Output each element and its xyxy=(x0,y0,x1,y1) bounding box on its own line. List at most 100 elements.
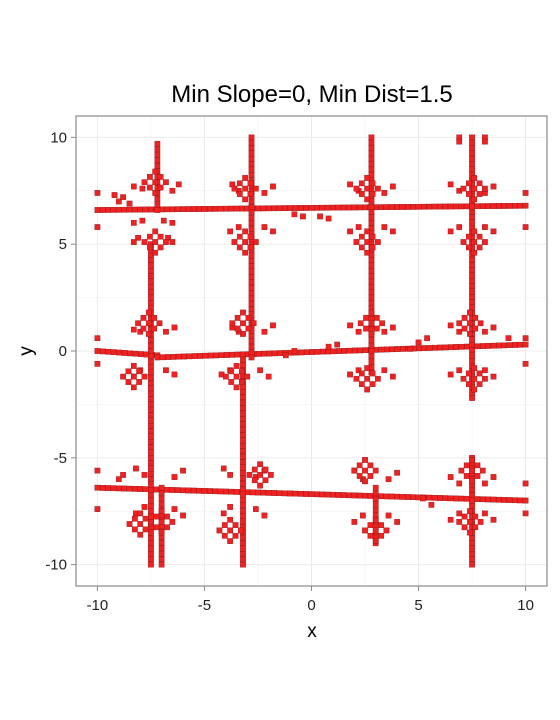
data-point xyxy=(367,473,374,479)
data-point xyxy=(469,357,475,364)
data-point xyxy=(390,183,396,190)
data-point xyxy=(479,496,486,503)
data-point xyxy=(115,206,122,213)
data-point xyxy=(442,203,449,210)
data-point xyxy=(159,354,166,361)
data-point xyxy=(276,490,283,497)
data-point xyxy=(255,489,261,496)
data-point xyxy=(240,480,246,487)
data-point xyxy=(362,204,368,211)
data-point xyxy=(347,181,353,188)
data-point xyxy=(485,203,491,209)
data-point xyxy=(469,214,475,220)
data-point xyxy=(261,224,268,230)
data-point xyxy=(469,161,475,167)
data-point xyxy=(364,249,371,256)
data-point xyxy=(154,354,161,361)
data-point xyxy=(378,532,384,539)
data-point xyxy=(363,315,369,321)
data-point xyxy=(239,351,246,358)
data-point xyxy=(458,467,465,474)
data-point xyxy=(368,358,375,365)
data-point xyxy=(266,350,273,357)
data-point xyxy=(469,545,475,552)
data-point xyxy=(426,203,433,210)
data-point xyxy=(147,174,153,180)
data-point xyxy=(369,244,376,251)
data-point xyxy=(135,234,141,241)
data-point xyxy=(485,496,491,503)
data-point xyxy=(148,422,154,429)
data-point xyxy=(351,347,358,354)
data-point xyxy=(110,206,117,213)
data-point xyxy=(456,138,463,145)
data-point xyxy=(164,486,170,493)
data-point xyxy=(231,185,238,192)
data-point xyxy=(236,233,243,240)
data-point xyxy=(152,168,159,175)
data-point xyxy=(240,550,246,557)
data-point xyxy=(456,224,463,230)
data-point xyxy=(469,561,475,568)
data-point xyxy=(353,239,360,245)
data-point xyxy=(171,506,178,512)
data-point xyxy=(358,233,365,240)
data-point xyxy=(390,324,396,331)
data-point xyxy=(346,204,352,211)
data-point xyxy=(196,487,202,494)
data-point xyxy=(147,233,153,240)
data-point xyxy=(399,346,406,352)
data-point xyxy=(356,462,363,469)
data-point xyxy=(368,342,375,349)
data-point xyxy=(158,501,165,508)
data-point xyxy=(364,239,371,245)
data-point xyxy=(469,540,475,547)
data-point xyxy=(460,239,467,245)
data-point xyxy=(353,185,360,192)
data-point xyxy=(242,239,248,245)
data-point xyxy=(265,205,272,212)
data-point xyxy=(447,495,454,502)
data-point xyxy=(368,273,375,280)
data-point xyxy=(490,373,497,380)
data-point xyxy=(346,347,353,354)
data-point xyxy=(369,370,376,377)
data-point xyxy=(469,139,475,146)
data-point xyxy=(148,337,154,344)
data-point xyxy=(356,204,363,211)
data-point xyxy=(404,204,411,210)
data-point xyxy=(308,491,315,497)
data-point xyxy=(240,320,246,327)
data-point xyxy=(372,538,379,544)
data-point xyxy=(437,344,444,351)
data-point xyxy=(319,491,326,498)
data-point xyxy=(174,487,181,493)
data-point xyxy=(148,257,154,264)
data-point xyxy=(244,373,251,380)
data-point xyxy=(325,215,332,222)
data-point xyxy=(240,362,246,368)
data-point xyxy=(248,284,255,291)
data-point xyxy=(281,205,288,211)
data-point xyxy=(165,354,171,360)
data-point xyxy=(490,324,497,331)
data-point xyxy=(522,202,529,209)
data-point xyxy=(240,410,246,417)
data-point xyxy=(303,349,310,356)
data-point xyxy=(148,342,154,349)
data-point xyxy=(248,279,255,286)
data-point xyxy=(421,345,428,351)
data-point xyxy=(431,203,438,210)
data-point xyxy=(111,192,118,198)
data-point xyxy=(240,432,246,438)
y-tick-label: 10 xyxy=(50,129,67,146)
data-point xyxy=(148,284,154,290)
data-point xyxy=(355,328,362,335)
data-point xyxy=(472,325,479,332)
data-point xyxy=(240,556,246,563)
data-point xyxy=(191,353,198,359)
data-point xyxy=(148,396,154,402)
data-point xyxy=(227,504,233,510)
data-point xyxy=(148,268,154,274)
